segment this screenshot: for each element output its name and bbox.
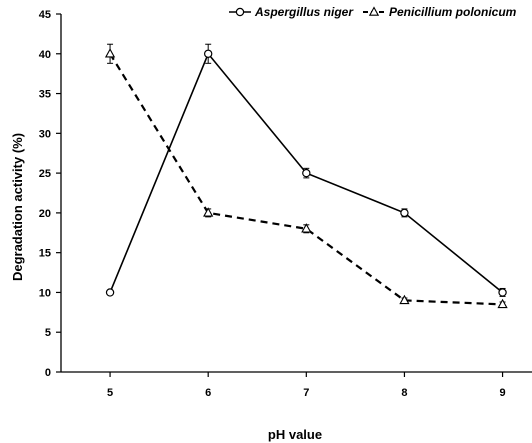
legend-item-aspergillus-niger: Aspergillus niger bbox=[229, 5, 354, 19]
x-tick-label: 5 bbox=[107, 387, 113, 399]
data-point bbox=[105, 288, 115, 297]
data-point bbox=[302, 168, 311, 178]
x-tick-label: 8 bbox=[401, 387, 407, 399]
y-tick-label: 35 bbox=[39, 89, 51, 101]
y-tick-label: 15 bbox=[39, 248, 51, 260]
data-point bbox=[498, 288, 507, 297]
data-point bbox=[301, 223, 312, 233]
series-layer bbox=[104, 43, 508, 309]
y-tick-label: 20 bbox=[39, 208, 51, 220]
legend-marker bbox=[235, 7, 245, 17]
legend-marker bbox=[368, 6, 380, 16]
data-point bbox=[399, 294, 410, 305]
legend-label: Penicillium polonicum bbox=[389, 5, 517, 19]
y-tick-label: 25 bbox=[39, 168, 51, 180]
legend: Aspergillus niger Penicillium polonicum bbox=[229, 5, 517, 19]
x-tick-label: 9 bbox=[500, 387, 506, 399]
series-aspergillus-niger bbox=[105, 43, 507, 297]
y-tick-label: 30 bbox=[39, 128, 51, 140]
x-tick-label: 7 bbox=[303, 387, 309, 399]
data-point bbox=[400, 208, 409, 218]
x-tick-label: 6 bbox=[205, 387, 211, 399]
data-point bbox=[104, 48, 116, 58]
y-tick-label: 5 bbox=[45, 327, 51, 339]
y-tick-label: 40 bbox=[39, 49, 51, 61]
legend-item-penicillium-polonicum: Penicillium polonicum bbox=[363, 5, 517, 19]
y-axis-title: Degradation activity (%) bbox=[10, 133, 25, 281]
y-axis-ticks: 0 5 10 15 20 25 30 35 40 45 bbox=[39, 9, 61, 379]
series-penicillium-polonicum bbox=[104, 43, 508, 309]
x-axis-title: pH value bbox=[268, 427, 322, 442]
legend-label: Aspergillus niger bbox=[254, 5, 354, 19]
data-point bbox=[497, 298, 508, 309]
y-tick-label: 0 bbox=[45, 367, 51, 379]
data-point bbox=[203, 207, 214, 217]
x-axis-ticks: 5 6 7 8 9 bbox=[107, 372, 506, 399]
y-tick-label: 10 bbox=[39, 287, 51, 299]
y-tick-label: 45 bbox=[39, 9, 51, 21]
data-point bbox=[203, 49, 213, 58]
series-line-penicillium-polonicum bbox=[109, 53, 503, 306]
